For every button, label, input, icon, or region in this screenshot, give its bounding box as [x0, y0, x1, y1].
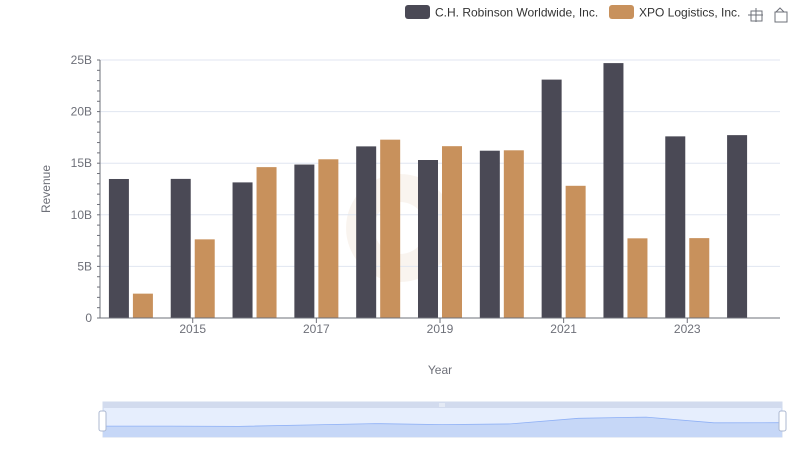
- bar-ch-robinson-2014[interactable]: [108, 178, 129, 318]
- slider-preview-line: [103, 416, 783, 427]
- bar-ch-robinson-2016[interactable]: [232, 182, 253, 318]
- bar-xpo-2021[interactable]: [565, 185, 586, 318]
- bar-xpo-2017[interactable]: [318, 159, 339, 318]
- legend-swatch-series-1: [609, 5, 634, 19]
- bar-ch-robinson-2018[interactable]: [356, 146, 377, 318]
- legend-label-series-1: XPO Logistics, Inc.: [639, 6, 740, 20]
- zoom-icon[interactable]: [748, 8, 763, 22]
- x-tick-label: 2017: [303, 322, 330, 336]
- bar-ch-robinson-2017[interactable]: [294, 164, 315, 318]
- bar-ch-robinson-2024[interactable]: [727, 135, 748, 318]
- bar-ch-robinson-2021[interactable]: [541, 79, 562, 318]
- slider-right-handle[interactable]: [778, 410, 787, 432]
- y-tick-label: 25B: [71, 53, 92, 67]
- bar-ch-robinson-2022[interactable]: [603, 63, 624, 318]
- restore-icon[interactable]: [774, 7, 788, 23]
- x-tick-label: 2015: [179, 322, 206, 336]
- legend-swatch-series-0: [405, 5, 430, 19]
- legend-item-series-1[interactable]: XPO Logistics, Inc.: [609, 5, 740, 20]
- slider-move-handle[interactable]: [103, 402, 782, 408]
- bar-ch-robinson-2023[interactable]: [665, 136, 686, 318]
- y-tick-label: 10B: [71, 208, 92, 222]
- x-tick-label: 2019: [427, 322, 454, 336]
- slider-grip-icon: [439, 403, 445, 407]
- bar-xpo-2014[interactable]: [132, 293, 153, 318]
- y-tick-label: 15B: [71, 156, 92, 170]
- legend-label-series-0: C.H. Robinson Worldwide, Inc.: [435, 6, 598, 20]
- y-tick-label: 20B: [71, 105, 92, 119]
- bar-xpo-2019[interactable]: [442, 146, 462, 318]
- x-axis-title: Year: [428, 363, 452, 377]
- bar-ch-robinson-2020[interactable]: [479, 150, 500, 318]
- slider-left-handle[interactable]: [98, 410, 107, 432]
- bar-xpo-2018[interactable]: [380, 139, 401, 318]
- bar-ch-robinson-2019[interactable]: [418, 160, 438, 318]
- y-axis-ticks: 0 5B 10B 15B 20B 25B: [71, 53, 93, 325]
- bar-xpo-2022[interactable]: [627, 238, 648, 318]
- x-tick-label: 2021: [550, 322, 577, 336]
- bars: [108, 63, 748, 318]
- y-axis-title: Revenue: [39, 165, 53, 213]
- legend-item-series-0[interactable]: C.H. Robinson Worldwide, Inc.: [405, 5, 598, 20]
- legend: C.H. Robinson Worldwide, Inc. XPO Logist…: [405, 5, 740, 20]
- bar-xpo-2016[interactable]: [256, 167, 277, 318]
- bar-xpo-2023[interactable]: [689, 238, 710, 318]
- x-tick-label: 2023: [674, 322, 701, 336]
- bar-ch-robinson-2015[interactable]: [170, 178, 191, 318]
- slider-preview-area: [103, 417, 782, 437]
- y-tick-label: 5B: [77, 259, 92, 273]
- bar-xpo-2020[interactable]: [503, 150, 524, 318]
- y-tick-label: 0: [85, 311, 92, 325]
- x-axis-ticks: 2015 2017 2019 2021 2023: [179, 318, 701, 336]
- bar-xpo-2015[interactable]: [194, 239, 215, 318]
- data-zoom-slider[interactable]: [98, 401, 787, 438]
